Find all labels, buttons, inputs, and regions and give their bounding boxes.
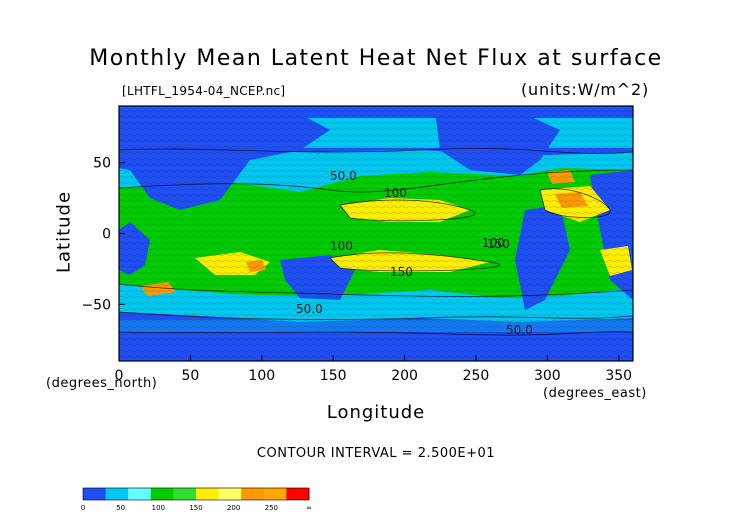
- x-tick-label: 50: [181, 368, 199, 384]
- y-tick-label: 50: [93, 156, 111, 172]
- contour-label: 100: [482, 236, 505, 250]
- x-tick-label: 300: [534, 368, 561, 384]
- colorbar-swatch: [173, 488, 197, 500]
- colorbar-frame: [82, 487, 310, 501]
- colorbar-swatch: [218, 488, 242, 500]
- source-file-label: [LHTFL_1954-04_NCEP.nc]: [122, 84, 286, 98]
- y-unit-label: (degrees_north): [46, 376, 158, 391]
- colorbar-swatch: [196, 488, 220, 500]
- contour-label: 50.0: [296, 302, 323, 316]
- y-axis: 50 0 −50: [81, 156, 125, 313]
- colorbar-swatch: [150, 488, 174, 500]
- colorbar-swatch: [105, 488, 129, 500]
- y-tick-label: 0: [102, 227, 111, 243]
- x-tick-label: 200: [391, 368, 418, 384]
- x-axis: 0 50 100 150 200 250 300 350: [115, 355, 632, 384]
- units-label: (units:W/m^2): [521, 80, 649, 99]
- x-tick-label: 350: [605, 368, 632, 384]
- contour-interval-label: CONTOUR INTERVAL = 2.500E+01: [256, 446, 496, 461]
- x-tick-label: 100: [248, 368, 275, 384]
- field-contour-texture: [119, 106, 633, 361]
- colorbar-level-label: 150: [189, 504, 202, 512]
- colorbar-swatch: [263, 488, 287, 500]
- contour-label: 50.0: [506, 323, 533, 337]
- x-unit-label: (degrees_east): [543, 386, 647, 401]
- heatmap-field: [119, 106, 633, 361]
- colorbar-level-label: 250: [265, 504, 278, 512]
- colorbar-swatch: [128, 488, 152, 500]
- contour-label: 150: [487, 237, 510, 251]
- contour-label: 100: [384, 186, 407, 200]
- x-tick-label: 150: [320, 368, 347, 384]
- colorbar-level-label: 50: [116, 504, 125, 512]
- contour-label: 150: [390, 265, 413, 279]
- colorbar-swatch: [83, 488, 107, 500]
- contour-label: 100: [330, 239, 353, 253]
- x-axis-label-wrap: Longitude: [0, 402, 752, 423]
- colorbar-level-label: 200: [227, 504, 240, 512]
- colorbar-swatch: [286, 488, 310, 500]
- x-tick-label: 0: [115, 368, 124, 384]
- contour-label: 50.0: [330, 169, 357, 183]
- x-axis-label: Longitude: [326, 402, 426, 423]
- colorbar-level-label: 100: [152, 504, 165, 512]
- contour-lines: [119, 148, 633, 336]
- chart-title: Monthly Mean Latent Heat Net Flux at sur…: [89, 46, 663, 71]
- colorbar-level-label: 0: [81, 504, 85, 512]
- colorbar: 0 50 100 150 200 250 ∞: [81, 487, 312, 512]
- x-tick-label: 250: [463, 368, 490, 384]
- colorbar-level-label: ∞: [306, 504, 312, 512]
- y-tick-label: −50: [81, 297, 111, 313]
- colorbar-swatch: [241, 488, 265, 500]
